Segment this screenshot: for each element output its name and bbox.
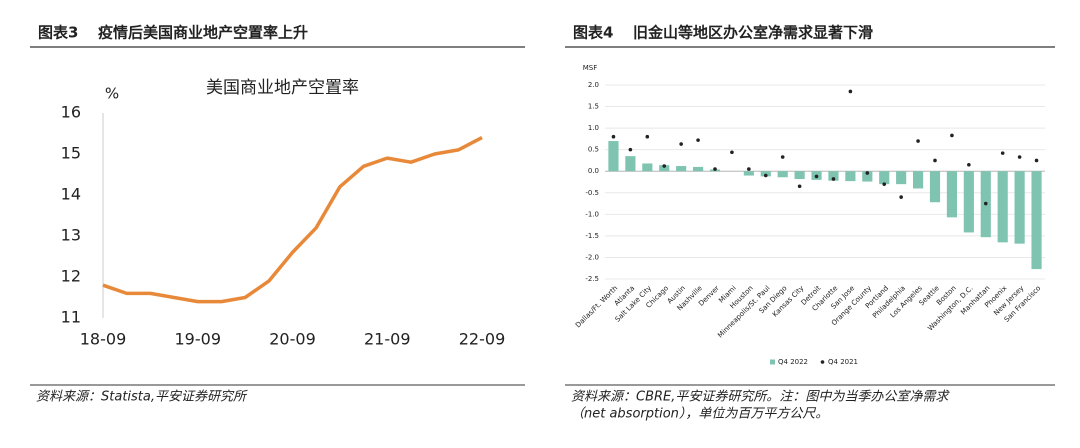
bar <box>693 166 704 172</box>
bar <box>963 171 974 233</box>
dot <box>780 155 785 159</box>
bar <box>879 171 890 185</box>
y-tick-label: 13 <box>61 226 81 245</box>
bar <box>929 171 941 203</box>
bar <box>1031 171 1042 270</box>
dot <box>967 162 971 167</box>
source-note: （net absorption），单位为百万平方公尺。 <box>571 406 828 422</box>
bar <box>913 171 924 189</box>
legend-label: Q4 2022 <box>778 358 808 366</box>
dot <box>679 142 683 146</box>
dot <box>831 177 836 181</box>
dot <box>882 182 887 186</box>
dot <box>814 174 819 179</box>
dot <box>797 184 802 189</box>
dot <box>611 134 616 139</box>
x-tick-label: 22-09 <box>459 330 506 349</box>
dot <box>916 139 920 143</box>
dot <box>662 164 667 168</box>
bar <box>845 171 856 182</box>
x-tick-label: Dallas/Ft. Worth <box>574 284 619 329</box>
y-tick-label: -0.5 <box>585 189 599 197</box>
y-tick-label: -1.5 <box>585 232 599 240</box>
dot <box>1000 151 1005 155</box>
figure-label: 图表3 <box>38 24 78 42</box>
y-tick-label: 14 <box>61 185 81 204</box>
bar <box>642 163 653 172</box>
bar <box>659 165 670 172</box>
y-tick-label: 16 <box>61 103 81 122</box>
legend-swatch <box>820 360 825 364</box>
y-tick-label: -2.5 <box>585 275 599 283</box>
dot <box>645 134 650 139</box>
bar <box>676 166 687 172</box>
y-tick-label: 1.5 <box>588 103 599 111</box>
y-tick-label: -1.0 <box>585 210 599 218</box>
bar <box>946 171 957 218</box>
figure-label: 图表4 <box>573 24 613 42</box>
dot <box>1034 158 1039 163</box>
dot <box>865 171 870 175</box>
legend-swatch <box>770 359 775 365</box>
dot <box>848 89 853 94</box>
dot <box>730 150 734 155</box>
x-tick-label: 18-09 <box>80 330 127 349</box>
x-tick-label: 19-09 <box>175 330 222 349</box>
legend-label: Q4 2021 <box>828 358 858 366</box>
bar <box>794 171 805 179</box>
dot <box>628 147 633 152</box>
bar <box>862 171 873 182</box>
bar <box>608 141 619 172</box>
dot <box>763 173 768 178</box>
x-tick-label: 21-09 <box>364 330 411 349</box>
bar <box>1014 171 1025 244</box>
chart-title: 美国商业地产空置率 <box>206 78 359 98</box>
bar <box>625 156 636 172</box>
dot <box>899 195 903 199</box>
dot <box>950 133 954 138</box>
dot <box>933 158 937 163</box>
figure-title: 旧金山等地区办公室净需求显著下滑 <box>633 24 873 42</box>
dot <box>747 167 751 171</box>
dot <box>696 138 700 142</box>
bar <box>997 171 1008 243</box>
y-axis-label: MSF <box>583 64 598 72</box>
y-tick-label: 0.0 <box>588 167 599 175</box>
y-tick-label: -2.0 <box>585 253 599 261</box>
y-tick-label: 0.5 <box>588 146 599 154</box>
dot <box>1017 155 1022 159</box>
figure-title: 疫情后美国商业地产空置率上升 <box>98 24 308 42</box>
y-tick-label: 11 <box>61 308 81 327</box>
y-tick-label: 2.0 <box>588 81 599 89</box>
bar <box>777 171 788 178</box>
bar <box>743 171 754 176</box>
source-note: 资料来源：CBRE,平安证券研究所。注：图中为当季办公室净需求 <box>571 389 950 405</box>
source-note: 资料来源：Statista,平安证券研究所 <box>36 389 248 405</box>
bar <box>896 171 907 185</box>
y-tick-label: 15 <box>61 144 81 163</box>
y-axis-label: % <box>105 85 119 103</box>
bar <box>828 171 839 181</box>
x-tick-label: 20-09 <box>269 330 316 349</box>
y-tick-label: 1.0 <box>588 124 599 132</box>
data-line <box>102 136 483 304</box>
dot <box>983 201 988 206</box>
y-tick-label: 12 <box>61 267 81 286</box>
dot <box>713 167 717 171</box>
